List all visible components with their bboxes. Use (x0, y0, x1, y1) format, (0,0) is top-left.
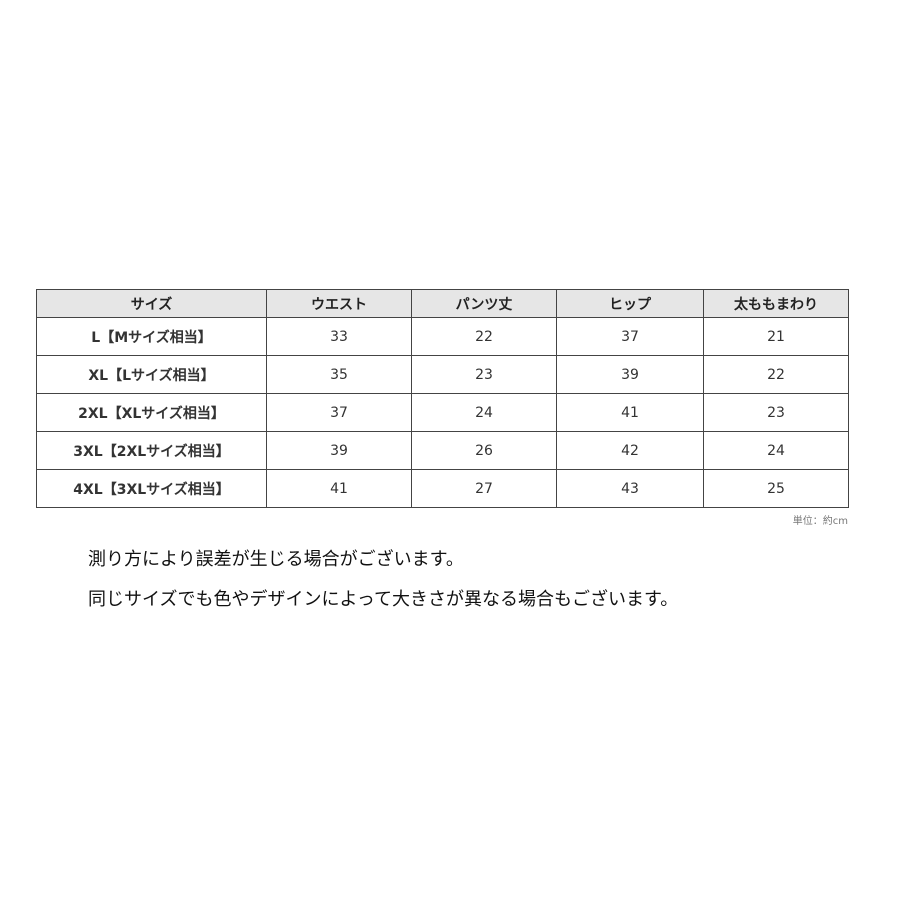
size-cell: 4XL【3XLサイズ相当】 (36, 469, 267, 508)
value-cell: 22 (703, 355, 849, 394)
table-row: 3XL【2XLサイズ相当】 39 26 42 24 (36, 431, 849, 470)
header-thigh: 太ももまわり (703, 289, 849, 318)
value-cell: 37 (266, 393, 412, 432)
table-row: 2XL【XLサイズ相当】 37 24 41 23 (36, 393, 849, 432)
table-row: XL【Lサイズ相当】 35 23 39 22 (36, 355, 849, 394)
value-cell: 41 (556, 393, 704, 432)
value-cell: 23 (411, 355, 557, 394)
size-cell: XL【Lサイズ相当】 (36, 355, 267, 394)
header-hip: ヒップ (556, 289, 704, 318)
header-waist: ウエスト (266, 289, 412, 318)
unit-note: 単位：約cm (792, 516, 848, 527)
value-cell: 37 (556, 317, 704, 356)
size-cell: L【Mサイズ相当】 (36, 317, 267, 356)
note-line: 測り方により誤差が生じる場合がございます。 (88, 549, 464, 570)
value-cell: 35 (266, 355, 412, 394)
value-cell: 26 (411, 431, 557, 470)
size-cell: 2XL【XLサイズ相当】 (36, 393, 267, 432)
table-row: L【Mサイズ相当】 33 22 37 21 (36, 317, 849, 356)
value-cell: 24 (703, 431, 849, 470)
value-cell: 21 (703, 317, 849, 356)
value-cell: 27 (411, 469, 557, 508)
value-cell: 23 (703, 393, 849, 432)
value-cell: 39 (556, 355, 704, 394)
header-length: パンツ丈 (411, 289, 557, 318)
value-cell: 22 (411, 317, 557, 356)
table-row: 4XL【3XLサイズ相当】 41 27 43 25 (36, 469, 849, 508)
value-cell: 24 (411, 393, 557, 432)
value-cell: 39 (266, 431, 412, 470)
note-line: 同じサイズでも色やデザインによって大きさが異なる場合もございます。 (88, 589, 679, 610)
size-chart-table: サイズ ウエスト パンツ丈 ヒップ 太ももまわり L【Mサイズ相当】 33 22 37… (36, 289, 849, 508)
value-cell: 43 (556, 469, 704, 508)
size-cell: 3XL【2XLサイズ相当】 (36, 431, 267, 470)
value-cell: 41 (266, 469, 412, 508)
notes: 測り方により誤差が生じる場合がございます。 同じサイズでも色やデザインによって大… (88, 540, 678, 620)
value-cell: 33 (266, 317, 412, 356)
value-cell: 42 (556, 431, 704, 470)
value-cell: 25 (703, 469, 849, 508)
table-header-row: サイズ ウエスト パンツ丈 ヒップ 太ももまわり (36, 289, 849, 318)
header-size: サイズ (36, 289, 267, 318)
